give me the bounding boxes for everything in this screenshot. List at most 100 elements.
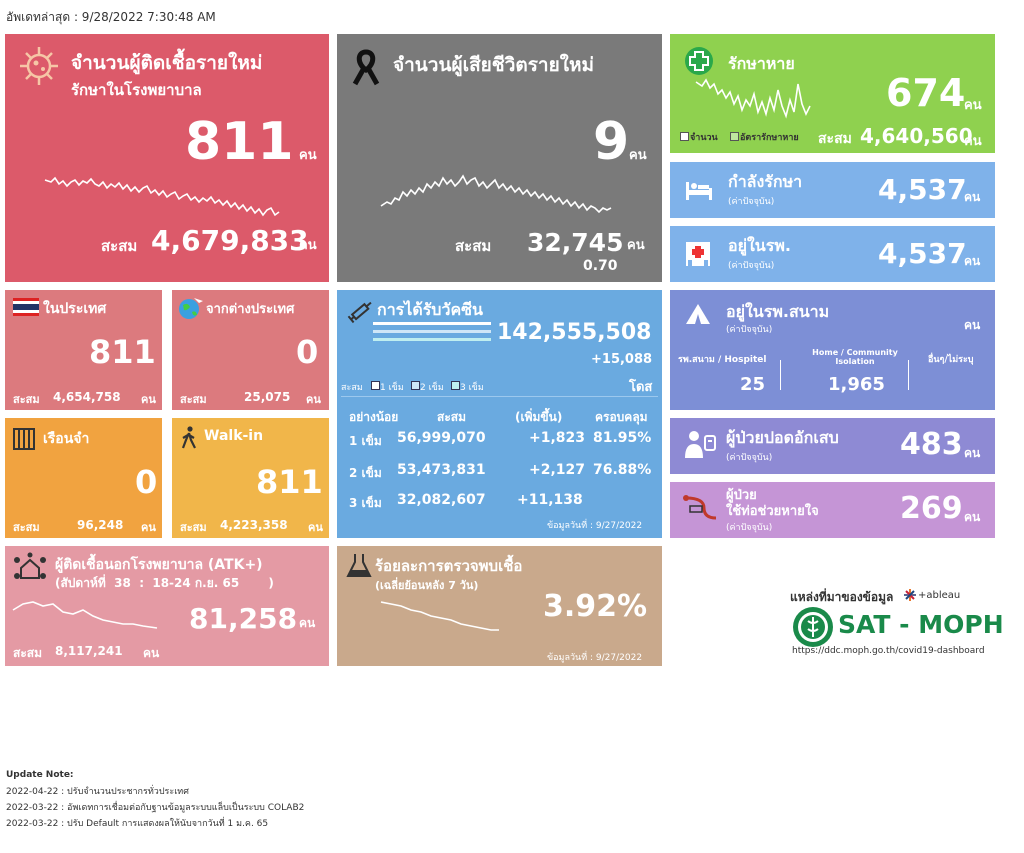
domestic-value: 811 [89,333,156,371]
pneumonia-subtitle: (ค่าปัจจุบัน) [726,453,773,463]
vaccine-row-cov: 76.88% [593,462,652,478]
field-hospital-tile[interactable]: อยู่ในรพ.สนาม (ค่าปัจจุบัน) คน รพ.สนาม /… [670,290,995,410]
other-label: อื่นๆ/ไม่ระบุ [928,355,974,365]
treating-title: กำลังรักษา [728,172,803,191]
vaccine-title: การได้รับวัคซีน [377,300,483,319]
vaccine-row-cov: 81.95% [593,430,652,446]
vaccine-data-date: ข้อมูลวันที่ : 9/27/2022 [547,521,643,531]
home-network-icon [14,552,46,579]
atk-cum-value: 8,117,241 [55,644,123,658]
prison-cum-value: 96,248 [77,518,124,532]
in-hospital-tile[interactable]: อยู่ในรพ. (ค่าปัจจุบัน) 4,537 คน [670,226,995,282]
column-divider [908,360,909,390]
walkin-title: Walk-in [204,428,264,444]
recovered-title: รักษาหาย [728,54,795,73]
positivity-sparkline [380,601,499,631]
legend-rate-swatch [730,132,739,141]
deaths-cum-label: สะสม [455,237,492,255]
ventilator-tile[interactable]: ผู้ป่วย ใช้ท่อช่วยหายใจ (ค่าปัจจุบัน) 26… [670,482,995,538]
deaths-title: จำนวนผู้เสียชีวิตรายใหม่ [393,54,595,76]
legend-dose3-label: 3 เข็ม [460,383,484,393]
hospitel-value: 25 [740,374,766,395]
ventilator-tube-icon [683,495,717,520]
prison-value: 0 [135,463,158,501]
domestic-cum-unit: คน [141,393,156,406]
prison-tile[interactable]: เรือนจำ 0 สะสม 96,248 คน [5,418,162,538]
legend-dose2-swatch [411,381,420,390]
atk-cum-label: สะสม [13,646,43,660]
atk-sparkline [12,601,158,629]
treating-tile[interactable]: กำลังรักษา (ค่าปัจจุบัน) 4,537 คน [670,162,995,218]
positivity-data-date: ข้อมูลวันที่ : 9/27/2022 [547,653,643,663]
recovered-cum-label: สะสม [818,131,852,147]
tent-icon [686,304,710,324]
domestic-title: ในประเทศ [43,301,107,317]
new-cases-cum-label: สะสม [101,237,138,255]
prison-bars-icon [13,428,35,450]
hospital-building-icon [686,242,710,266]
treating-subtitle: (ค่าปัจจุบัน) [728,197,775,207]
deaths-unit: คน [629,148,647,163]
positivity-tile[interactable]: ร้อยละการตรวจพบเชื้อ (เฉลี่ยย้อนหลัง 7 ว… [337,546,662,666]
abroad-cum-label: สะสม [180,393,207,406]
tableau-icon [904,589,916,601]
walking-person-icon [181,426,196,449]
source-url[interactable]: https://ddc.moph.go.th/covid19-dashboard [792,646,985,656]
vaccine-header-cum: สะสม [437,410,467,424]
prison-title: เรือนจำ [43,431,90,447]
legend-dose3-swatch [451,381,460,390]
vaccine-row-dose: 2 เข็ม [349,466,382,480]
new-cases-title: จำนวนผู้ติดเชื้อรายใหม่ [71,52,263,74]
walkin-cum-label: สะสม [180,521,207,534]
abroad-cum-value: 25,075 [244,390,291,404]
pneumonia-value: 483 [900,427,963,462]
walkin-tile[interactable]: Walk-in 811 สะสม 4,223,358 คน [172,418,329,538]
atk-unit: คน [299,616,316,630]
syringe-icon [347,301,372,324]
atk-cum-unit: คน [143,646,160,660]
vaccine-unit: โดส [629,380,653,395]
vaccine-tile[interactable]: การได้รับวัคซีน 142,555,508 +15,088 โดส … [337,290,662,538]
positivity-subtitle: (เฉลี่ยย้อนหลัง 7 วัน) [375,579,479,592]
tableau-logo-text: +ableau [918,590,961,601]
legend-dose2-label: 2 เข็ม [420,383,444,393]
domestic-tile[interactable]: ในประเทศ 811 สะสม 4,654,758 คน [5,290,162,410]
vaccine-row-inc: +1,823 [529,430,586,446]
deaths-sparkline [380,174,612,214]
home-isolation-value: 1,965 [828,374,885,395]
in-hospital-title: อยู่ในรพ. [728,236,791,255]
atk-tile[interactable]: ผู้ติดเชื้อนอกโรงพยาบาล (ATK+) (สัปดาห์ท… [5,546,329,666]
moph-seal-icon [793,607,833,647]
in-hospital-subtitle: (ค่าปัจจุบัน) [728,261,775,271]
medical-cross-icon [685,47,713,75]
deaths-tile[interactable]: จำนวนผู้เสียชีวิตรายใหม่ 9 คน สะสม 32,74… [337,34,662,282]
legend-count-swatch [680,132,689,141]
treating-value: 4,537 [878,173,967,206]
source-label: แหล่งที่มาของข้อมูล [790,590,894,604]
deaths-cum-unit: คน [627,238,645,253]
ventilator-title: ผู้ป่วย [726,488,757,503]
walkin-value: 811 [256,463,323,501]
legend-rate-label: อัตรารักษาหาย [740,133,799,143]
atk-value: 81,258 [189,602,298,635]
atk-title: ผู้ติดเชื้อนอกโรงพยาบาล (ATK+) [55,557,263,573]
deaths-value: 9 [593,112,630,172]
field-hospital-unit: คน [964,318,981,332]
vaccine-divider [341,396,658,397]
ventilator-subtitle: (ค่าปัจจุบัน) [726,523,773,533]
deaths-cum-value: 32,745 [527,228,624,257]
virus-icon [20,47,58,85]
pneumonia-unit: คน [964,446,981,460]
abroad-tile[interactable]: จากต่างประเทศ 0 สะสม 25,075 คน [172,290,329,410]
ventilator-title-2: ใช้ท่อช่วยหายใจ [726,504,819,519]
domestic-cum-label: สะสม [13,393,40,406]
vaccine-row-cum: 56,999,070 [397,430,486,446]
pneumonia-tile[interactable]: ผู้ป่วยปอดอักเสบ (ค่าปัจจุบัน) 483 คน [670,418,995,474]
legend-dose1-label: 1 เข็ม [380,383,404,393]
prison-cum-unit: คน [141,521,156,534]
thai-flag-icon [13,298,39,316]
legend-count-label: จำนวน [690,133,718,143]
positivity-title: ร้อยละการตรวจพบเชื้อ [375,557,523,575]
recovered-tile[interactable]: รักษาหาย 674 คน จำนวน อัตรารักษาหาย สะสม… [670,34,995,153]
new-cases-tile[interactable]: จำนวนผู้ติดเชื้อรายใหม่ รักษาในโรงพยาบาล… [5,34,329,282]
